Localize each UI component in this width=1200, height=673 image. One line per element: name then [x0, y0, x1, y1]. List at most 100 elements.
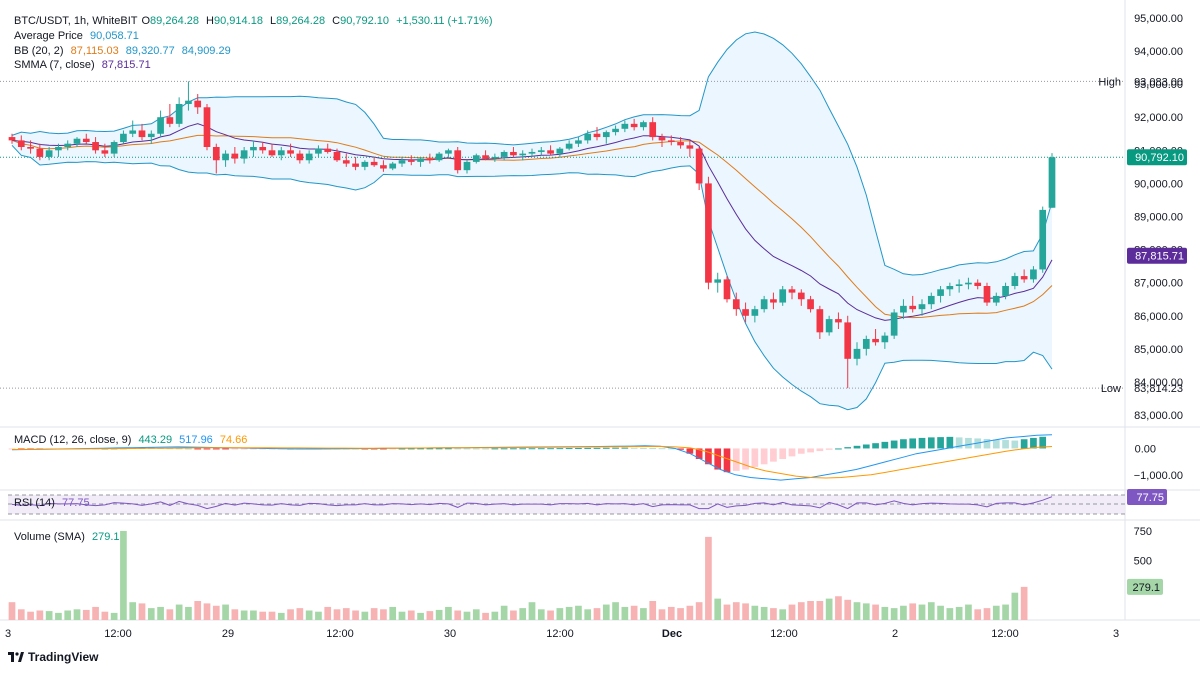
macd-histogram-bar [714, 448, 722, 470]
macd-histogram-bar [732, 448, 740, 471]
candle-body [82, 138, 90, 143]
candle-body [231, 153, 239, 159]
price-tick-label: 86,000.00 [1134, 311, 1183, 323]
brand-footer[interactable]: TradingView [8, 650, 98, 664]
candle-body [751, 309, 759, 316]
macd-histogram-bar [760, 448, 768, 465]
volume-bar [612, 602, 619, 620]
macd-signal-value: 74.66 [219, 434, 248, 446]
macd-histogram-bar [175, 448, 183, 450]
candle-body [890, 312, 898, 336]
volume-bar [426, 611, 434, 620]
volume-bar [537, 609, 545, 620]
macd-histogram-bar [593, 447, 601, 449]
macd-histogram-bar [872, 443, 879, 449]
macd-histogram-bar [389, 448, 397, 450]
bb-lower-line [11, 144, 1053, 411]
macd-histogram-bar [212, 448, 220, 450]
candle-body [695, 148, 703, 184]
candle-body [175, 103, 183, 124]
macd-histogram-bar [844, 447, 852, 449]
candle-body [287, 150, 294, 154]
volume-bar [315, 611, 322, 620]
price-tick-label: 95,000.00 [1134, 13, 1183, 25]
volume-bar [361, 611, 369, 620]
volume-label: Volume (SMA) [14, 531, 85, 543]
close-label: C [332, 15, 341, 27]
macd-histogram-bar [250, 448, 257, 450]
volume-bar [872, 604, 879, 620]
volume-bar [417, 612, 424, 620]
candle-body [315, 148, 322, 154]
candle-body [732, 299, 740, 310]
candle-body [500, 151, 508, 157]
volume-bar [147, 608, 155, 620]
volume-bar [445, 606, 452, 620]
macd-histogram-bar [194, 448, 202, 450]
time-axis-label: 3 [5, 628, 11, 640]
macd-histogram-bar [240, 448, 248, 450]
candle-body [250, 147, 257, 151]
candle-body [1002, 286, 1009, 296]
candle-body [528, 151, 536, 154]
volume-bar [157, 606, 164, 620]
price-tick-label: 92,000.00 [1134, 112, 1183, 124]
macd-histogram-bar [955, 437, 963, 449]
macd-histogram-bar [853, 445, 861, 449]
candle-body [8, 137, 16, 141]
candle-body [445, 150, 452, 154]
bb-basis-line [11, 134, 1053, 319]
candle-body [760, 299, 768, 310]
candle-body [974, 282, 982, 286]
candle-body [417, 158, 424, 162]
volume-bar [955, 606, 963, 620]
macd-histogram-bar [547, 448, 554, 450]
volume-bar [8, 602, 16, 620]
macd-histogram-bar [602, 447, 610, 449]
volume-bar [909, 603, 917, 620]
candle-body [816, 309, 824, 333]
macd-histogram-bar [454, 448, 462, 450]
macd-histogram-bar [1011, 440, 1019, 449]
volume-bar [64, 610, 72, 620]
candle-body [872, 338, 879, 343]
volume-bar [547, 610, 554, 620]
candle-body [900, 305, 907, 313]
candle-body [602, 132, 610, 138]
candle-body [472, 155, 480, 162]
candle-body [593, 133, 601, 138]
candle-body [92, 142, 99, 151]
volume-bar [835, 596, 842, 620]
candle-body [742, 309, 749, 316]
candle-body [398, 160, 406, 164]
bb-lower-value: 84,909.29 [181, 45, 231, 57]
volume-bar [27, 611, 34, 620]
candle-body [342, 160, 350, 164]
macd-label: MACD (12, 26, close, 9) [14, 434, 132, 446]
bb-upper-value: 89,320.77 [125, 45, 175, 57]
candle-body [110, 142, 118, 154]
macd-histogram-bar [203, 448, 211, 450]
macd-histogram-bar [417, 448, 424, 450]
volume-bar [565, 606, 573, 620]
time-axis-label: 30 [444, 628, 456, 640]
candle-body [658, 137, 666, 141]
volume-bar [946, 608, 954, 620]
bb-fill [12, 32, 1052, 410]
smma-legend: SMMA (7, close) 87,815.71 [14, 58, 155, 73]
macd-histogram-bar [463, 448, 471, 450]
macd-histogram-bar [723, 448, 731, 473]
price-tick-label: 83,000.00 [1134, 410, 1183, 422]
candle-body [927, 295, 935, 305]
open-value: 89,264.28 [150, 15, 199, 27]
macd-tick-label: 0.00 [1135, 443, 1156, 455]
bb-legend: BB (20, 2) 87,115.03 89,320.77 84,909.29 [14, 44, 235, 59]
price-tick-label: 89,000.00 [1134, 212, 1183, 224]
rsi-value: 77.75 [62, 497, 90, 509]
macd-histogram-bar [881, 441, 889, 449]
candle-body [677, 142, 684, 146]
candle-body [565, 143, 573, 149]
candle-body [853, 348, 861, 359]
bb-upper-line [11, 31, 1053, 276]
